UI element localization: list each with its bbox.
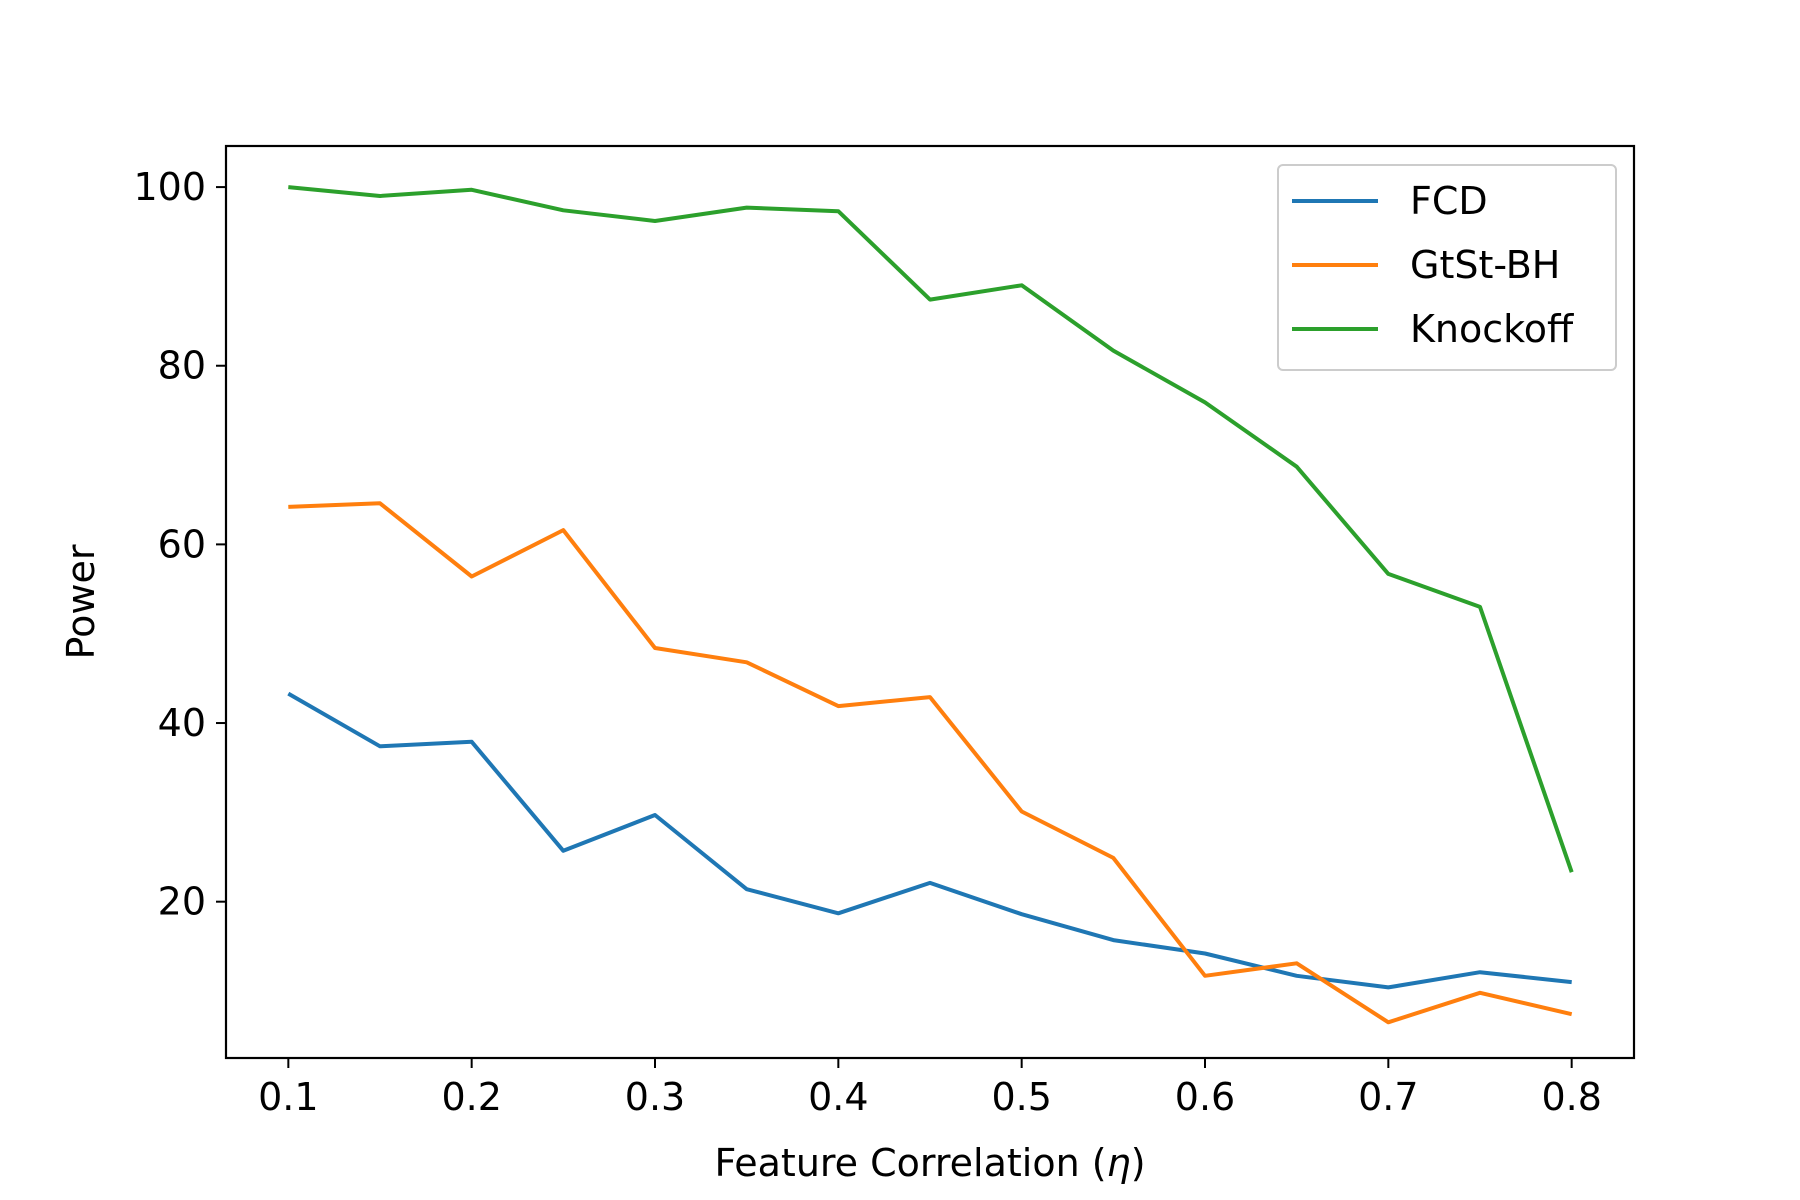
- x-tick-label: 0.1: [258, 1075, 318, 1119]
- y-tick-label: 80: [158, 344, 206, 388]
- y-axis-label: Power: [59, 544, 103, 659]
- x-tick-label: 0.2: [441, 1075, 501, 1119]
- x-tick-label: 0.6: [1175, 1075, 1235, 1119]
- y-tick-label: 60: [158, 522, 206, 566]
- legend-box: [1277, 164, 1617, 371]
- x-axis: 0.1 0.2 0.3 0.4 0.5 0.6 0.7 0.8: [258, 1058, 1602, 1119]
- legend: FCD GtSt-BH Knockoff: [1277, 164, 1617, 371]
- legend-label: Knockoff: [1410, 307, 1574, 351]
- x-tick-label: 0.7: [1358, 1075, 1418, 1119]
- series-line-fcd: [287, 691, 1572, 990]
- series-line-gtst-bh: [288, 501, 1573, 1025]
- x-tick-label: 0.8: [1541, 1075, 1601, 1119]
- series-line-knockoff: [288, 185, 1574, 873]
- x-tick-label: 0.5: [991, 1075, 1051, 1119]
- plot-frame: [224, 144, 1636, 1060]
- y-axis: 20 40 60 80 100: [133, 165, 226, 924]
- x-tick-label: 0.3: [625, 1075, 685, 1119]
- x-axis-label: Feature Correlation (η): [714, 1141, 1145, 1185]
- y-tick-label: 40: [158, 701, 206, 745]
- legend-label: GtSt-BH: [1410, 243, 1560, 287]
- y-tick-label: 100: [133, 165, 206, 209]
- legend-label: FCD: [1410, 179, 1488, 223]
- series-layer: [287, 185, 1574, 1025]
- x-tick-label: 0.4: [808, 1075, 868, 1119]
- y-tick-label: 20: [158, 880, 206, 924]
